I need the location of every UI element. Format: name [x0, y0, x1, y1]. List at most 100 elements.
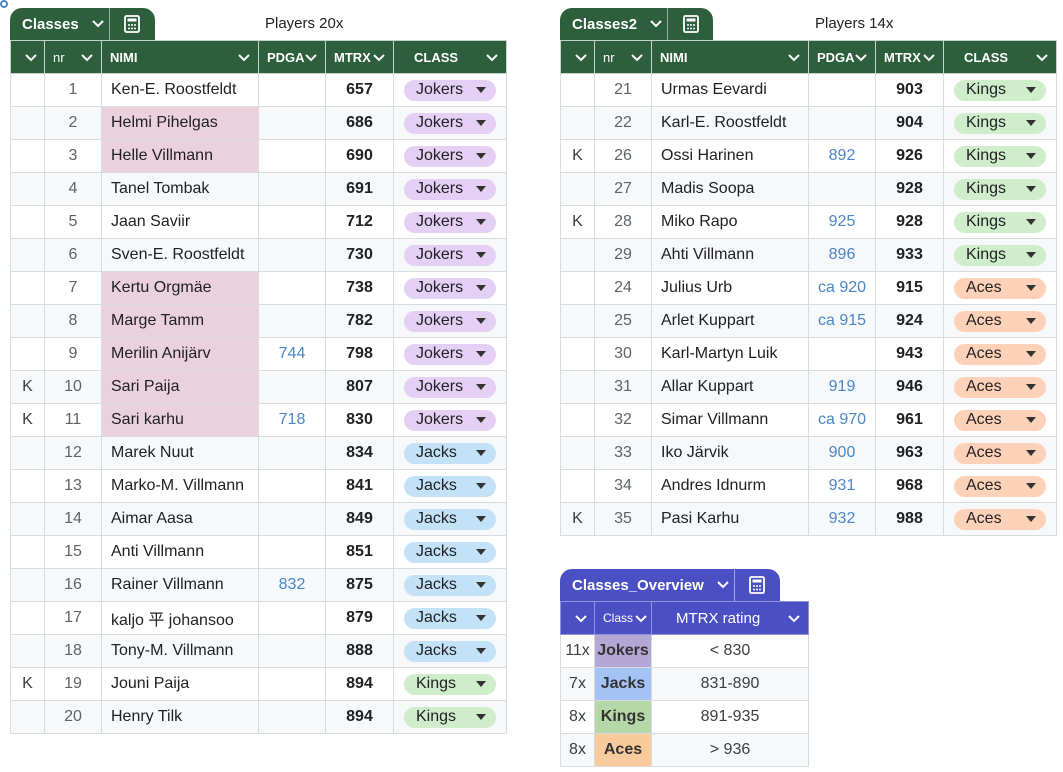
nr-cell[interactable]: 16 — [44, 568, 102, 602]
k-cell[interactable]: K — [10, 403, 45, 437]
pdga-cell[interactable] — [808, 172, 876, 206]
mtrx-cell[interactable]: 988 — [875, 502, 944, 536]
class-cell[interactable]: Kings — [943, 73, 1057, 107]
nr-cell[interactable]: 6 — [44, 238, 102, 272]
pdga-cell[interactable]: ca 920 — [808, 271, 876, 305]
pdga-cell[interactable]: ca 915 — [808, 304, 876, 338]
mtrx-cell[interactable]: 738 — [325, 271, 394, 305]
mtrx-cell[interactable]: 963 — [875, 436, 944, 470]
class-cell[interactable]: Jokers — [393, 271, 507, 305]
mtrx-cell[interactable]: 943 — [875, 337, 944, 371]
dropdown-arrow-icon[interactable] — [1026, 516, 1036, 522]
dropdown-arrow-icon[interactable] — [1026, 483, 1036, 489]
mtrx-cell[interactable]: 875 — [325, 568, 394, 602]
nr-cell[interactable]: 25 — [594, 304, 652, 338]
mtrx-cell[interactable]: 894 — [325, 667, 394, 701]
class-cell[interactable]: Aces — [943, 502, 1057, 536]
class-cell[interactable]: Kings — [393, 667, 507, 701]
pdga-cell[interactable] — [258, 271, 326, 305]
mtrx-cell[interactable]: 961 — [875, 403, 944, 437]
class-dropdown-chip[interactable]: Aces — [954, 310, 1046, 332]
k-cell[interactable] — [10, 535, 45, 569]
class-cell[interactable]: Kings — [943, 106, 1057, 140]
name-cell[interactable]: Anti Villmann — [101, 535, 259, 569]
class-dropdown-chip[interactable]: Aces — [954, 409, 1046, 431]
class-dropdown-chip[interactable]: Kings — [954, 211, 1046, 233]
class-dropdown-chip[interactable]: Aces — [954, 376, 1046, 398]
rating-cell[interactable]: > 936 — [651, 733, 809, 767]
name-cell[interactable]: Karl-Martyn Luik — [651, 337, 809, 371]
name-cell[interactable]: Jouni Paija — [101, 667, 259, 701]
nr-cell[interactable]: 30 — [594, 337, 652, 371]
mtrx-cell[interactable]: 879 — [325, 601, 394, 635]
mtrx-cell[interactable]: 933 — [875, 238, 944, 272]
dropdown-arrow-icon[interactable] — [476, 87, 486, 93]
dropdown-arrow-icon[interactable] — [476, 285, 486, 291]
class-dropdown-chip[interactable]: Jokers — [404, 343, 496, 365]
dropdown-arrow-icon[interactable] — [1026, 450, 1036, 456]
k-cell[interactable] — [10, 502, 45, 536]
chevron-down-icon[interactable] — [645, 20, 667, 28]
class-dropdown-chip[interactable]: Aces — [954, 343, 1046, 365]
dropdown-arrow-icon[interactable] — [1026, 252, 1036, 258]
rating-cell[interactable]: 891-935 — [651, 700, 809, 734]
nr-cell[interactable]: 9 — [44, 337, 102, 371]
k-cell[interactable] — [10, 139, 45, 173]
k-cell[interactable] — [10, 205, 45, 239]
k-cell[interactable] — [10, 172, 45, 206]
pdga-cell[interactable] — [258, 172, 326, 206]
nr-cell[interactable]: 17 — [44, 601, 102, 635]
col-class-header[interactable]: Class — [594, 601, 652, 635]
pdga-cell[interactable] — [258, 700, 326, 734]
nr-cell[interactable]: 26 — [594, 139, 652, 173]
class-cell[interactable]: Jokers — [393, 205, 507, 239]
rating-cell[interactable]: 831-890 — [651, 667, 809, 701]
class-cell[interactable]: Kings — [943, 172, 1057, 206]
name-cell[interactable]: Allar Kuppart — [651, 370, 809, 404]
col-nr-header[interactable]: nr — [594, 40, 652, 74]
class-cell[interactable]: Jokers — [393, 304, 507, 338]
class-dropdown-chip[interactable]: Kings — [954, 79, 1046, 101]
class-dropdown-chip[interactable]: Kings — [404, 673, 496, 695]
name-cell[interactable]: Ahti Villmann — [651, 238, 809, 272]
mtrx-cell[interactable]: 782 — [325, 304, 394, 338]
pdga-cell[interactable]: 718 — [258, 403, 326, 437]
dropdown-arrow-icon[interactable] — [1026, 186, 1036, 192]
class-cell[interactable]: Kings — [943, 238, 1057, 272]
name-cell[interactable]: Urmas Eevardi — [651, 73, 809, 107]
chevron-down-icon[interactable] — [788, 611, 802, 625]
name-cell[interactable]: Tanel Tombak — [101, 172, 259, 206]
dropdown-arrow-icon[interactable] — [476, 351, 486, 357]
dropdown-arrow-icon[interactable] — [1026, 384, 1036, 390]
mtrx-cell[interactable]: 888 — [325, 634, 394, 668]
mtrx-cell[interactable]: 657 — [325, 73, 394, 107]
mtrx-cell[interactable]: 712 — [325, 205, 394, 239]
dropdown-arrow-icon[interactable] — [476, 516, 486, 522]
dropdown-arrow-icon[interactable] — [476, 714, 486, 720]
class-cell[interactable]: Aces — [943, 271, 1057, 305]
chevron-down-icon[interactable] — [574, 611, 589, 625]
mtrx-cell[interactable]: 849 — [325, 502, 394, 536]
pdga-cell[interactable] — [258, 469, 326, 503]
class-dropdown-chip[interactable]: Kings — [954, 145, 1046, 167]
pdga-cell[interactable] — [258, 634, 326, 668]
mtrx-cell[interactable]: 924 — [875, 304, 944, 338]
mtrx-cell[interactable]: 807 — [325, 370, 394, 404]
chevron-down-icon[interactable] — [923, 50, 937, 64]
chevron-down-icon[interactable] — [238, 50, 252, 64]
chevron-down-icon[interactable] — [788, 50, 802, 64]
dropdown-arrow-icon[interactable] — [1026, 318, 1036, 324]
k-cell[interactable] — [560, 238, 595, 272]
mtrx-cell[interactable]: 926 — [875, 139, 944, 173]
class-cell[interactable]: Jokers — [393, 73, 507, 107]
class-cell[interactable]: Kings — [393, 700, 507, 734]
nr-cell[interactable]: 21 — [594, 73, 652, 107]
mtrx-cell[interactable]: 841 — [325, 469, 394, 503]
class-dropdown-chip[interactable]: Kings — [954, 178, 1046, 200]
pdga-cell[interactable] — [258, 139, 326, 173]
dropdown-arrow-icon[interactable] — [476, 483, 486, 489]
name-cell[interactable]: Tony-M. Villmann — [101, 634, 259, 668]
class-dropdown-chip[interactable]: Kings — [954, 244, 1046, 266]
selection-handle[interactable] — [0, 0, 8, 8]
dropdown-arrow-icon[interactable] — [476, 384, 486, 390]
